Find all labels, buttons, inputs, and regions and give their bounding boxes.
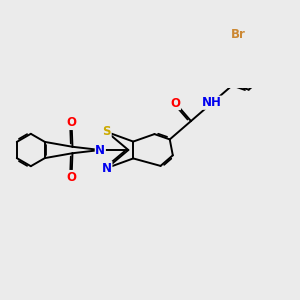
Text: O: O: [67, 116, 76, 130]
Text: O: O: [67, 170, 76, 184]
Text: O: O: [170, 97, 180, 110]
Text: NH: NH: [202, 96, 222, 109]
Text: N: N: [102, 161, 112, 175]
Text: Br: Br: [231, 28, 245, 41]
Text: N: N: [95, 143, 105, 157]
Text: S: S: [103, 125, 111, 139]
